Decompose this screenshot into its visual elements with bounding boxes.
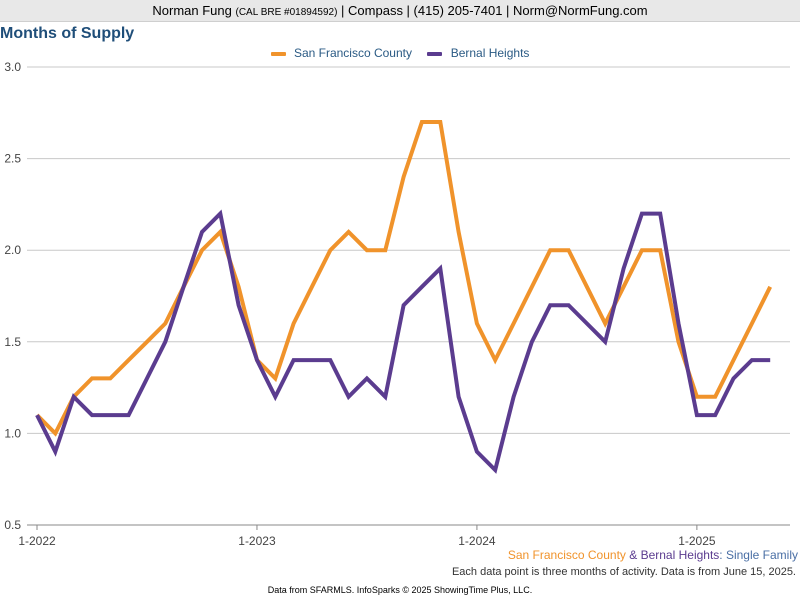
- data-note: Each data point is three months of activ…: [451, 566, 796, 578]
- series-line-bernal: [35, 209, 771, 474]
- footer-credit: Data from SFARMLS. InfoSparks © 2025 Sho…: [267, 585, 533, 595]
- x-tick-label: 1-2022: [18, 534, 56, 548]
- subtitle-amp: &: [625, 548, 641, 562]
- subtitle-type: : Single Family: [719, 548, 798, 562]
- agent-name: Norman Fung: [152, 3, 232, 18]
- y-tick-label: 3.0: [4, 60, 21, 74]
- agent-license: (CAL BRE #01894592): [235, 7, 338, 18]
- y-tick-label: 0.5: [4, 518, 21, 532]
- subtitle-sf: San Francisco County: [507, 548, 626, 562]
- legend-swatch-bernal: [427, 51, 443, 56]
- legend-label-sf: San Francisco County: [293, 46, 412, 60]
- y-tick-label: 1.5: [4, 335, 21, 349]
- header-bar: Norman Fung (CAL BRE #01894592) | Compas…: [0, 0, 800, 22]
- x-tick-label: 1-2025: [678, 534, 716, 548]
- chart-legend: San Francisco County Bernal Heights: [0, 46, 800, 60]
- legend-swatch-sf: [270, 51, 286, 56]
- legend-item-sf: San Francisco County: [270, 46, 412, 60]
- subtitle-bernal: Bernal Heights: [640, 548, 720, 562]
- y-tick-label: 1.0: [4, 426, 21, 440]
- chart-title: Months of Supply: [0, 25, 135, 42]
- legend-label-bernal: Bernal Heights: [450, 46, 530, 60]
- x-tick-label: 1-2023: [238, 534, 276, 548]
- legend-item-bernal: Bernal Heights: [427, 46, 529, 60]
- series-line-sf: [35, 120, 772, 437]
- y-tick-label: 2.5: [4, 152, 21, 166]
- chart-subtitle: San Francisco County & Bernal Heights: S…: [508, 548, 798, 562]
- x-tick-label: 1-2024: [458, 534, 496, 548]
- agent-contact: | Compass | (415) 205-7401 | Norm@NormFu…: [341, 3, 648, 18]
- y-tick-label: 2.0: [4, 243, 21, 257]
